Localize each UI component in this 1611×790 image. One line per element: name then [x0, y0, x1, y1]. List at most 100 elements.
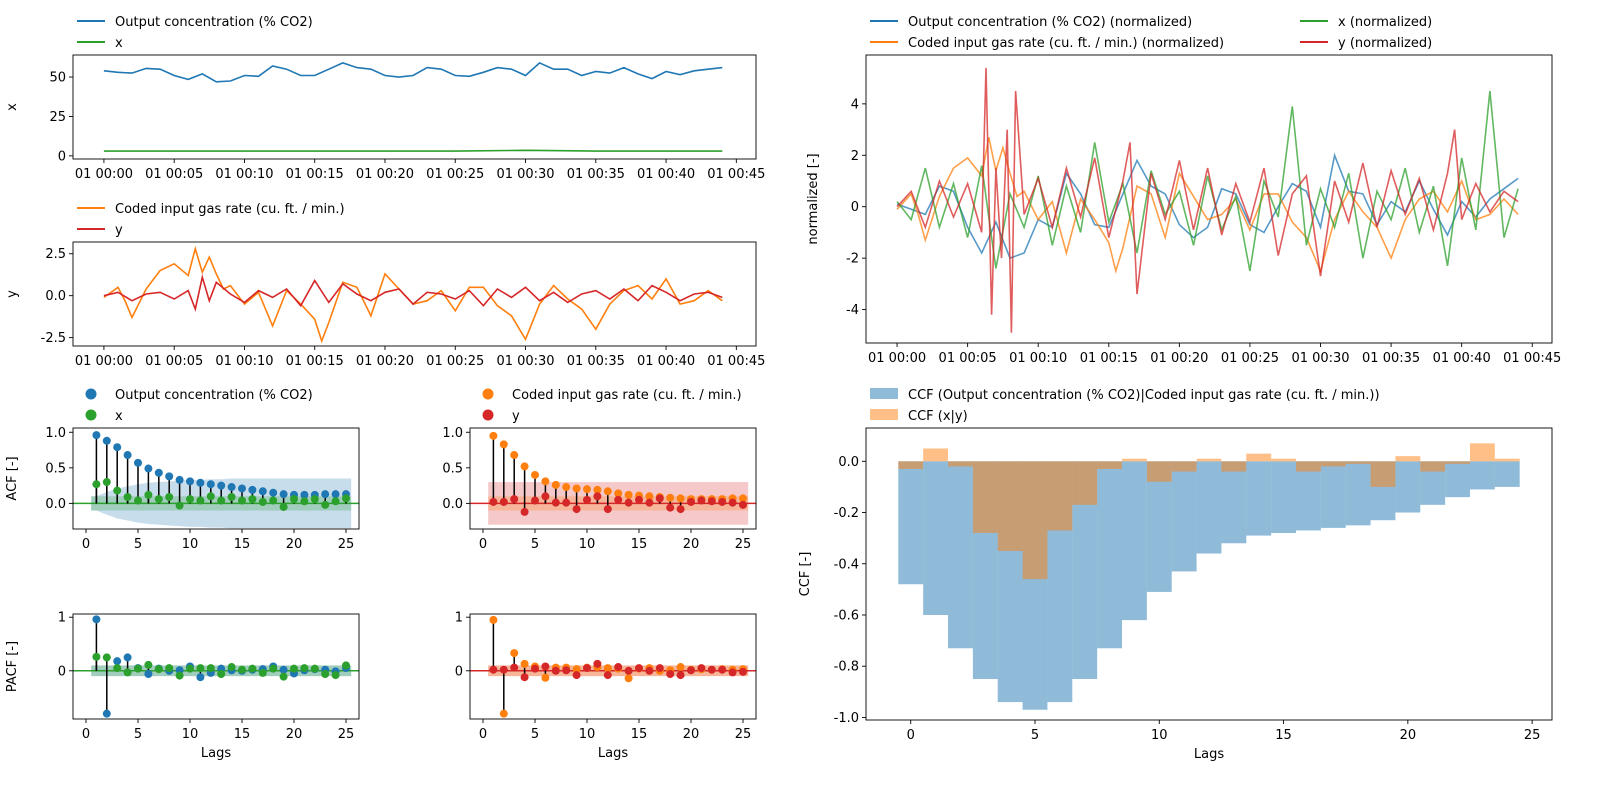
stem-marker [583, 664, 591, 673]
stem-marker [676, 663, 685, 672]
ccf-bar [1246, 453, 1272, 462]
y-tick-label: 0 [58, 664, 66, 679]
x-tick-label: 20 [683, 727, 700, 742]
x-tick-label: 01 00:10 [215, 354, 273, 369]
legend-marker-swatch [482, 388, 494, 400]
stem-marker [520, 462, 529, 471]
x-tick-label: 15 [234, 537, 251, 552]
stem-marker [92, 480, 101, 489]
x-tick-label: 01 00:05 [145, 167, 203, 182]
y-tick-label: -0.8 [834, 660, 859, 675]
stem-marker [342, 494, 350, 503]
stem-marker [144, 660, 153, 669]
stem-marker [290, 664, 298, 673]
stem-marker [645, 492, 654, 501]
series-line [103, 274, 723, 312]
ccf-bar [923, 461, 949, 615]
stem-marker [310, 495, 319, 504]
stem-marker [531, 470, 539, 479]
stem-marker [165, 664, 174, 673]
stem-marker [697, 664, 706, 673]
x-tick-label: 5 [531, 727, 539, 742]
legend-label: Coded input gas rate (cu. ft. / min.) (n… [908, 36, 1224, 51]
stem-marker [614, 489, 623, 498]
ccf-bar [1271, 461, 1296, 534]
x-tick-label: 01 00:15 [286, 167, 344, 182]
x-tick-label: 0 [907, 728, 915, 743]
chart-acf_right: 0.0 0.5 1.0 0 5 10 15 20 25 Coded input gas rate … [442, 388, 757, 552]
stem-marker [489, 615, 498, 624]
chart-x_timeseries: 0 25 50 01 00:00 01 00:05 01 00:10 01 00:15 01 … [5, 15, 765, 182]
legend-label: y (normalized) [1338, 36, 1432, 51]
stem-marker [593, 492, 602, 501]
stem-marker [175, 475, 184, 484]
ccf-bar [1370, 461, 1396, 487]
x-tick-label: 5 [134, 727, 142, 742]
stem-marker [655, 664, 664, 673]
stem-marker [489, 497, 498, 506]
stem-marker [175, 671, 184, 680]
y-tick-label: 2.5 [45, 247, 66, 262]
y-tick-label: 0 [455, 664, 463, 679]
stem-marker [687, 497, 695, 506]
ccf-bar [1171, 461, 1197, 472]
legend-label: CCF (Output concentration (% CO2)|Coded … [908, 388, 1380, 403]
series-group [103, 245, 723, 344]
stem-marker [102, 653, 111, 662]
legend-label: Output concentration (% CO2) [115, 388, 313, 403]
stem-marker [645, 666, 654, 675]
stem-marker [541, 492, 550, 501]
stem-marker [541, 673, 550, 682]
stem-marker [551, 498, 560, 507]
stem-marker [331, 671, 340, 680]
stem-marker [572, 671, 581, 680]
x-tick-label: 20 [286, 727, 303, 742]
stem-marker [321, 490, 330, 499]
stem-marker [206, 664, 215, 673]
ccf-bar [1146, 461, 1172, 482]
legend-label: Coded input gas rate (cu. ft. / min.) [512, 388, 742, 403]
stem-marker [583, 485, 591, 494]
legend-label: y [115, 223, 123, 238]
stem-marker [572, 505, 581, 514]
stem-marker [238, 496, 246, 505]
y-axis-label: x [5, 103, 20, 111]
stem-marker [510, 451, 519, 460]
y-tick-label: -2 [846, 252, 859, 267]
x-tick-label: 0 [82, 727, 90, 742]
legend-label: y [512, 409, 520, 424]
y-tick-label: 0.5 [442, 461, 463, 476]
ccf-bar [948, 461, 973, 467]
stem-marker [510, 495, 519, 504]
series-group [103, 61, 723, 152]
x-tick-label: 10 [1151, 728, 1168, 743]
plot-frame [865, 427, 1553, 721]
stem-marker [739, 494, 747, 503]
legend-patch-swatch [870, 388, 898, 399]
x-tick-label: 01 00:10 [1009, 351, 1067, 366]
stem-marker [102, 709, 111, 718]
x-tick-label: 0 [82, 537, 90, 552]
stem-marker [676, 671, 685, 680]
ccf-bar [1345, 461, 1371, 464]
x-tick-label: 0 [479, 537, 487, 552]
ccf-bar [1047, 461, 1073, 531]
y-axis-label: PACF [-] [5, 641, 20, 692]
x-tick-label: 20 [1400, 728, 1417, 743]
stem-marker [217, 496, 226, 505]
stem-marker [300, 497, 309, 506]
ccf-bar [1445, 461, 1470, 464]
x-tick-label: 01 00:00 [75, 354, 133, 369]
x-axis-label: Lags [1194, 747, 1224, 762]
stem-marker [489, 431, 498, 440]
stem-marker [123, 668, 132, 677]
x-tick-label: 15 [631, 537, 648, 552]
y-tick-label: 1.0 [442, 426, 463, 441]
ccf-bar [1196, 458, 1222, 462]
ccf-bar [1072, 461, 1098, 505]
stem-marker [186, 477, 194, 486]
legend-label: CCF (x|y) [908, 409, 968, 424]
stem-marker [551, 480, 560, 489]
y-tick-label: 0 [851, 200, 859, 215]
stem-marker [562, 666, 571, 675]
